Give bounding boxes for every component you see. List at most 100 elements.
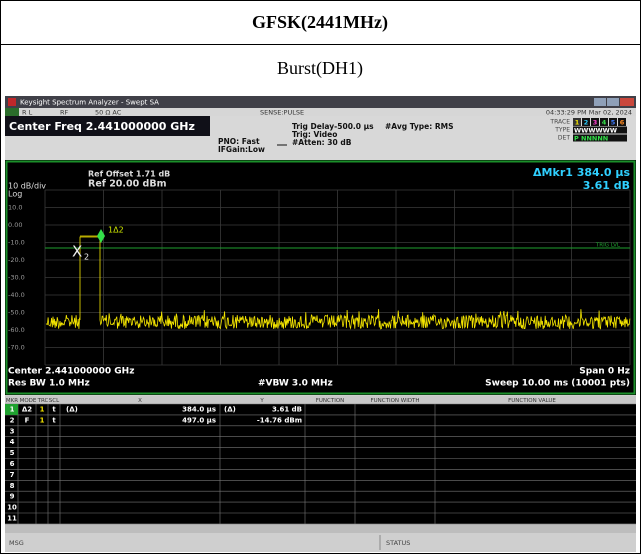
row-number: 7 bbox=[10, 471, 15, 479]
table-header: FUNCTION VALUE bbox=[508, 398, 556, 404]
y-label: -30.0 bbox=[8, 274, 25, 282]
setting: Trig Delay-500.0 µs bbox=[292, 122, 374, 131]
footer-span: Span 0 Hz bbox=[579, 367, 630, 377]
minimize-button[interactable] bbox=[594, 98, 606, 106]
setting: #Avg Type: RMS bbox=[385, 122, 454, 131]
type-bg bbox=[573, 126, 627, 134]
setting: IFGain:Low bbox=[218, 145, 265, 154]
type-label: TYPE bbox=[554, 127, 570, 134]
table-cell: 497.0 µs bbox=[182, 416, 216, 424]
y-label: -50.0 bbox=[8, 309, 25, 317]
row-number: 3 bbox=[10, 427, 15, 435]
ref-level: Ref 20.00 dBm bbox=[88, 179, 167, 190]
y-label: -10.0 bbox=[8, 239, 25, 247]
y-label: 0.00 bbox=[8, 221, 22, 229]
trace-det: P NNNNN bbox=[574, 135, 608, 143]
row-number: 9 bbox=[10, 493, 15, 501]
trace bbox=[45, 236, 631, 331]
table-cell: 384.0 µs bbox=[182, 406, 216, 414]
setting: Trig: Video bbox=[292, 130, 337, 139]
scale-type: Log bbox=[8, 190, 22, 199]
marker-table-header bbox=[5, 396, 636, 404]
table-cell: F bbox=[25, 416, 30, 424]
delta-marker: ΔMkr1 384.0 µs bbox=[533, 166, 630, 179]
table-cell: 1 bbox=[10, 406, 15, 414]
trace-number: 1 bbox=[575, 119, 580, 127]
status-label: STATUS bbox=[386, 539, 410, 547]
det-bg bbox=[573, 134, 627, 142]
det-label: DET bbox=[558, 135, 570, 142]
table-cell: -14.76 dBm bbox=[257, 416, 302, 424]
window-title: Keysight Spectrum Analyzer - Swept SA bbox=[20, 99, 159, 107]
y-label: -60.0 bbox=[8, 326, 25, 334]
trace-number-bg bbox=[609, 118, 617, 126]
message-bar bbox=[5, 533, 636, 552]
delta-value: 3.61 dB bbox=[583, 179, 630, 192]
ref-offset: Ref Offset 1.71 dB bbox=[88, 170, 170, 179]
trace-number-bg bbox=[582, 118, 590, 126]
footer-rbw: Res BW 1.0 MHz bbox=[8, 379, 90, 389]
center-freq-box bbox=[5, 116, 210, 136]
table-header: MODE bbox=[20, 398, 37, 404]
row-number: 11 bbox=[7, 515, 17, 523]
footer-center: Center 2.441000000 GHz bbox=[8, 367, 134, 377]
window-titlebar bbox=[5, 96, 636, 108]
y-label: -20.0 bbox=[8, 256, 25, 264]
table-cell: t bbox=[52, 406, 56, 414]
maximize-button[interactable] bbox=[607, 98, 619, 106]
status-strip bbox=[5, 108, 636, 116]
scale: 10 dB/div bbox=[8, 182, 46, 191]
table-cell: 3.61 dB bbox=[272, 406, 302, 414]
row-number: 5 bbox=[10, 449, 15, 457]
trace-number-bg bbox=[591, 118, 599, 126]
table-header: X bbox=[138, 398, 142, 404]
table-cell: (Δ) bbox=[224, 406, 236, 414]
trace-number: 3 bbox=[593, 119, 598, 127]
row-number: 4 bbox=[10, 438, 15, 446]
table-header: Y bbox=[259, 398, 264, 404]
table-header: TRC bbox=[37, 398, 49, 404]
row-number: 10 bbox=[7, 504, 17, 512]
status-icon bbox=[5, 108, 19, 116]
status-item: SENSE:PULSE bbox=[260, 109, 304, 117]
row-number: 6 bbox=[10, 460, 15, 468]
marker-diamond bbox=[97, 229, 105, 243]
table-header: SCL bbox=[49, 398, 60, 404]
status-item: 50 Ω AC bbox=[95, 109, 122, 117]
trace-number: 5 bbox=[611, 119, 616, 127]
table-header: FUNCTION WIDTH bbox=[370, 398, 419, 404]
trace-number: 6 bbox=[620, 119, 625, 127]
row-number: 8 bbox=[10, 482, 15, 490]
setting: #Atten: 30 dB bbox=[292, 138, 352, 147]
status-item: R L bbox=[22, 109, 33, 117]
center-freq: Center Freq 2.441000000 GHz bbox=[9, 120, 195, 133]
y-label: -40.0 bbox=[8, 291, 25, 299]
marker-delta-label: 1Δ2 bbox=[108, 226, 124, 235]
table-header: FUNCTION bbox=[316, 398, 345, 404]
marker-x: X bbox=[72, 243, 82, 261]
footer-vbw: #VBW 3.0 MHz bbox=[258, 379, 333, 389]
close-button[interactable] bbox=[620, 98, 634, 106]
trace-type: WWWWWW bbox=[574, 127, 617, 135]
title: GFSK(2441MHz) bbox=[252, 12, 388, 33]
setting: PNO: Fast bbox=[218, 137, 260, 146]
trace-number: 2 bbox=[584, 119, 589, 127]
marker-x-sub: 2 bbox=[84, 253, 89, 262]
footer-sweep: Sweep 10.00 ms (10001 pts) bbox=[485, 379, 630, 389]
graph-frame bbox=[5, 160, 636, 395]
trace-label: TRACE bbox=[549, 119, 570, 126]
marker-table-bg bbox=[5, 396, 636, 533]
scrollbar[interactable] bbox=[5, 524, 636, 533]
trace-number-bg bbox=[573, 118, 581, 126]
y-label: -70.0 bbox=[8, 344, 25, 352]
table-cell: 2 bbox=[10, 416, 15, 424]
trace-number-bg bbox=[618, 118, 626, 126]
message-label: MSG bbox=[9, 539, 24, 547]
trace-number-bg bbox=[600, 118, 608, 126]
table-cell: 1 bbox=[40, 416, 45, 424]
status-item: 04:33:29 PM Mar 02, 2024 bbox=[546, 109, 632, 117]
trace-number: 4 bbox=[602, 119, 607, 127]
status-item: RF bbox=[60, 109, 69, 117]
subtitle: Burst(DH1) bbox=[277, 58, 363, 79]
